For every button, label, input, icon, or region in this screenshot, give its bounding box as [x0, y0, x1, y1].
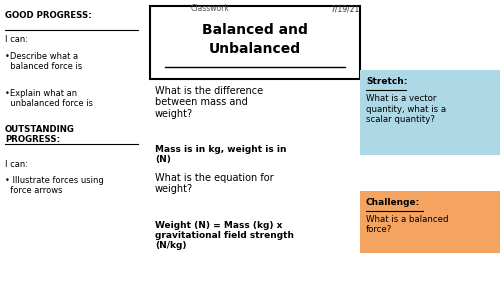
- Bar: [360, 191, 500, 253]
- Bar: [0, 0, 150, 281]
- Text: OUTSTANDING
PROGRESS:: OUTSTANDING PROGRESS:: [5, 125, 75, 144]
- Bar: [150, 6, 360, 79]
- Text: What is a vector
quantity, what is a
scalar quantity?: What is a vector quantity, what is a sca…: [366, 94, 446, 124]
- Text: Mass is in kg, weight is in
(N): Mass is in kg, weight is in (N): [155, 145, 286, 164]
- Text: 7/19/21: 7/19/21: [330, 4, 360, 13]
- Text: What is the difference
between mass and
weight?: What is the difference between mass and …: [155, 86, 263, 119]
- Text: Balanced and
Unbalanced: Balanced and Unbalanced: [202, 23, 308, 56]
- Text: What is a balanced
force?: What is a balanced force?: [366, 215, 448, 234]
- Text: • Illustrate forces using
  force arrows: • Illustrate forces using force arrows: [5, 176, 104, 195]
- Text: Classwork: Classwork: [190, 4, 230, 13]
- Text: I can:: I can:: [5, 35, 28, 44]
- Text: •Describe what a
  balanced force is: •Describe what a balanced force is: [5, 52, 82, 71]
- Text: Challenge:: Challenge:: [366, 198, 420, 207]
- Text: •Explain what an
  unbalanced force is: •Explain what an unbalanced force is: [5, 89, 93, 108]
- Text: GOOD PROGRESS:: GOOD PROGRESS:: [5, 11, 92, 20]
- Text: Weight (N) = Mass (kg) x
gravitational field strength
(N/kg): Weight (N) = Mass (kg) x gravitational f…: [155, 221, 294, 250]
- Text: What is the equation for
weight?: What is the equation for weight?: [155, 173, 274, 194]
- Bar: [360, 70, 500, 155]
- Text: I can:: I can:: [5, 160, 28, 169]
- Text: Stretch:: Stretch:: [366, 77, 408, 86]
